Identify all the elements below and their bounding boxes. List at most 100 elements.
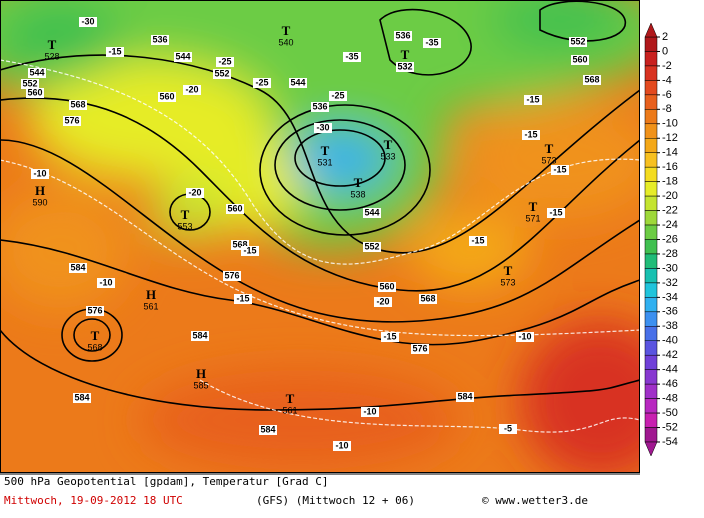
contour-label: 552: [214, 68, 229, 78]
colorbar-segment: [644, 51, 658, 67]
label-box: [419, 294, 437, 304]
contour-label: 576: [412, 343, 427, 353]
contour-label: -30: [316, 122, 329, 132]
colorbar-segment: [644, 210, 658, 226]
contour-label: -10: [335, 440, 348, 450]
label-box: [583, 75, 601, 85]
center-symbol: T: [286, 391, 295, 406]
label-box: [253, 78, 271, 88]
colorbar-tick-label: -42: [662, 349, 678, 361]
colorbar-tick-label: -20: [662, 190, 678, 202]
label-box: [223, 271, 241, 281]
colorbar-segment: [644, 354, 658, 370]
colorbar-segment: [644, 268, 658, 284]
label-box: [381, 332, 399, 342]
colorbar-segment: [644, 239, 658, 255]
label-box: [394, 31, 412, 41]
contour-label: 584: [74, 392, 89, 402]
center-symbol: T: [354, 175, 363, 190]
center-symbol: T: [545, 141, 554, 156]
label-box: [311, 102, 329, 112]
contour-label: 568: [420, 293, 435, 303]
colorbar-segment: [644, 297, 658, 313]
label-box: [333, 441, 351, 451]
contour-label: -15: [383, 331, 396, 341]
contour-label: -15: [549, 207, 562, 217]
colorbar-segment: [644, 427, 658, 443]
colorbar-segment: [644, 65, 658, 81]
colorbar-segment: [644, 253, 658, 269]
colorbar-segment: [644, 36, 658, 52]
center-symbol: H: [35, 183, 45, 198]
label-box: [363, 242, 381, 252]
label-box: [524, 95, 542, 105]
contour-label: -15: [243, 245, 256, 255]
contour-label: 568: [584, 74, 599, 84]
contour-label: 536: [395, 30, 410, 40]
label-box: [361, 407, 379, 417]
label-box: [174, 52, 192, 62]
label-box: [63, 116, 81, 126]
colorbar-tick-label: -40: [662, 335, 678, 347]
colorbar-tick-label: 0: [662, 45, 668, 57]
colorbar-segment: [644, 109, 658, 125]
center-value: 532: [397, 61, 412, 71]
center-symbol: T: [529, 199, 538, 214]
colorbar-tick-label: -44: [662, 364, 678, 376]
contour-label: -35: [345, 51, 358, 61]
contour-label: 584: [192, 330, 207, 340]
colorbar-segment: [644, 152, 658, 168]
center-symbol: T: [504, 263, 513, 278]
contour-label: 532: [397, 61, 412, 71]
contour-label: 544: [290, 77, 305, 87]
footer-date: Mittwoch, 19-09-2012 18 UTC: [4, 494, 183, 507]
center-value: 573: [500, 277, 515, 287]
contour-label: 552: [22, 78, 37, 88]
label-box: [551, 165, 569, 175]
center-value: 531: [317, 157, 332, 167]
contour-label: -15: [524, 129, 537, 139]
center-value: 590: [32, 197, 47, 207]
contour-label: -10: [363, 406, 376, 416]
label-box: [186, 188, 204, 198]
colorbar-segment: [644, 94, 658, 110]
contour-label: 544: [175, 51, 190, 61]
label-box: [216, 57, 234, 67]
colorbar-segment: [644, 311, 658, 327]
center-symbol: T: [48, 37, 57, 52]
colorbar-tick-label: -48: [662, 393, 678, 405]
center-symbol: H: [196, 366, 206, 381]
contour-label: 560: [227, 203, 242, 213]
contour-label: 552: [364, 241, 379, 251]
map-frame: [0, 0, 640, 473]
label-box: [26, 88, 44, 98]
colorbar-segment: [644, 123, 658, 139]
contour-label: 576: [64, 115, 79, 125]
colorbar-tick-label: -12: [662, 132, 678, 144]
contour-label: -10: [99, 277, 112, 287]
colorbar-segment: [644, 340, 658, 356]
label-box: [289, 78, 307, 88]
footer-credit: © www.wetter3.de: [482, 494, 588, 507]
center-value: 561: [143, 301, 158, 311]
center-symbol: T: [91, 328, 100, 343]
contour-label: 560: [27, 87, 42, 97]
label-box: [343, 52, 361, 62]
contour-label: -25: [255, 77, 268, 87]
contour-label: 584: [260, 424, 275, 434]
label-box: [79, 17, 97, 27]
contour-label: 536: [152, 34, 167, 44]
colorbar-segment: [644, 181, 658, 197]
center-value: 568: [87, 342, 102, 352]
center-value: 538: [350, 189, 365, 199]
colorbar-segment: [644, 282, 658, 298]
footer-title: 500 hPa Geopotential [gpdam], Temperatur…: [4, 475, 329, 488]
label-box: [571, 55, 589, 65]
contour-label: -15: [236, 293, 249, 303]
colorbar-tick-label: -30: [662, 262, 678, 274]
colorbar-segment: [644, 412, 658, 428]
label-box: [226, 204, 244, 214]
colorbar-tick-label: -26: [662, 233, 678, 245]
colorbar-tick-label: -22: [662, 204, 678, 216]
